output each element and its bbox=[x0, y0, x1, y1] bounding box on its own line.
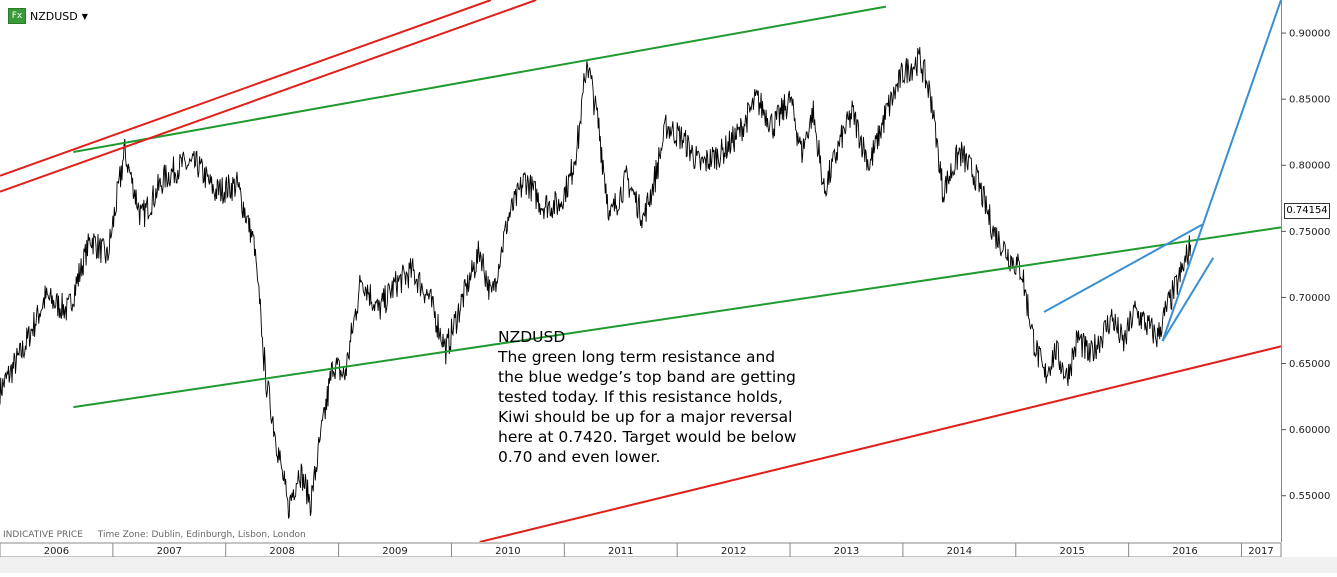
y-tick-label: 0.65000 bbox=[1289, 359, 1330, 370]
annotation-line: 0.70 and even lower. bbox=[498, 448, 661, 466]
x-tick-label: 2014 bbox=[947, 546, 972, 557]
red-trendline bbox=[0, 0, 492, 177]
x-tick-label: 2006 bbox=[44, 546, 69, 557]
y-tick-label: 0.90000 bbox=[1289, 29, 1330, 40]
x-tick-label: 2017 bbox=[1248, 546, 1273, 557]
x-tick-label: 2008 bbox=[269, 546, 294, 557]
annotation-line: The green long term resistance and bbox=[498, 348, 776, 366]
symbol-label[interactable]: NZDUSD bbox=[30, 9, 78, 23]
annotation-line: the blue wedge’s top band are getting bbox=[498, 368, 796, 386]
annotation-line: here at 0.7420. Target would be below bbox=[498, 428, 797, 446]
x-tick-label: 2009 bbox=[382, 546, 407, 557]
timezone-label: Time Zone: Dublin, Edinburgh, Lisbon, Lo… bbox=[97, 530, 306, 540]
x-tick-label: 2015 bbox=[1059, 546, 1084, 557]
y-tick-label: 0.70000 bbox=[1289, 293, 1330, 304]
fx-icon[interactable]: Fx bbox=[8, 8, 26, 24]
x-tick-label: 2007 bbox=[157, 546, 182, 557]
blue-trendline bbox=[1043, 223, 1203, 313]
y-axis-background bbox=[1281, 0, 1337, 573]
price-type-label: INDICATIVE PRICE bbox=[3, 530, 83, 540]
y-tick-label: 0.80000 bbox=[1289, 161, 1330, 172]
x-axis-footer bbox=[0, 557, 1337, 573]
y-tick-label: 0.60000 bbox=[1289, 425, 1330, 436]
green-trendline bbox=[73, 5, 887, 154]
blue-trendline bbox=[1161, 257, 1215, 342]
annotation-line: NZDUSD bbox=[498, 328, 566, 346]
x-tick-label: 2013 bbox=[834, 546, 859, 557]
footer-info: INDICATIVE PRICE Time Zone: Dublin, Edin… bbox=[3, 530, 318, 540]
green-trendline bbox=[73, 226, 1281, 409]
x-tick-label: 2012 bbox=[721, 546, 746, 557]
x-axis-band bbox=[0, 542, 1282, 558]
current-price-marker: 0.74154 bbox=[1284, 203, 1330, 219]
annotation-line: tested today. If this resistance holds, bbox=[498, 388, 783, 406]
y-tick-label: 0.75000 bbox=[1289, 227, 1330, 238]
annotation-line: Kiwi should be up for a major reversal bbox=[498, 408, 793, 426]
y-tick-label: 0.85000 bbox=[1289, 95, 1330, 106]
chart-annotation: NZDUSD The green long term resistance an… bbox=[498, 327, 828, 467]
symbol-selector[interactable]: Fx NZDUSD ▼ bbox=[8, 8, 88, 24]
x-tick-label: 2011 bbox=[608, 546, 633, 557]
y-tick-label: 0.55000 bbox=[1289, 491, 1330, 502]
x-tick-label: 2016 bbox=[1172, 546, 1197, 557]
blue-trendline bbox=[1161, 0, 1281, 342]
red-trendline bbox=[479, 345, 1281, 542]
chevron-down-icon[interactable]: ▼ bbox=[81, 11, 88, 21]
red-trendline bbox=[0, 0, 537, 193]
x-tick-label: 2010 bbox=[495, 546, 520, 557]
price-series-line bbox=[0, 47, 1192, 519]
